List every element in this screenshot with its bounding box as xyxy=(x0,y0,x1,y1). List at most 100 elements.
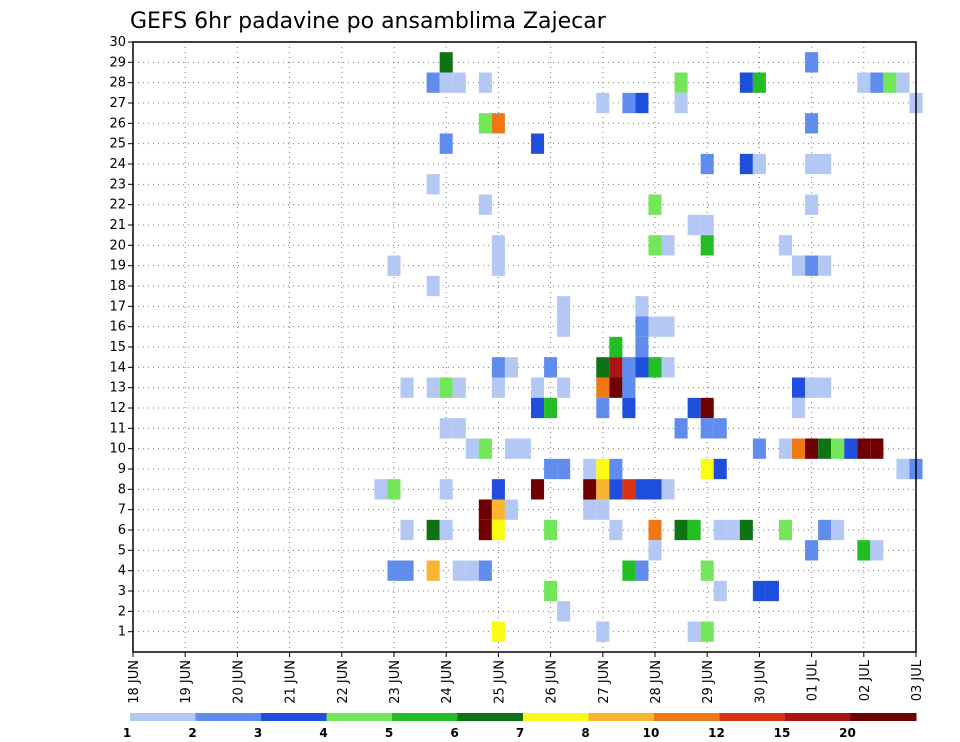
precip-cell xyxy=(870,438,884,459)
precip-cell xyxy=(674,72,688,93)
colorbar-swatch xyxy=(588,713,655,721)
precip-cell xyxy=(387,255,401,276)
y-tick-label: 16 xyxy=(109,320,126,335)
precip-cell xyxy=(674,92,688,114)
precip-cell xyxy=(818,153,832,175)
chart-title: GEFS 6hr padavine po ansamblima Zajecar xyxy=(130,9,607,34)
y-tick-label: 9 xyxy=(118,462,126,477)
x-tick-label: 02 JUL xyxy=(858,659,873,701)
precip-cell xyxy=(622,92,636,114)
precip-cell xyxy=(531,377,545,398)
precip-cell xyxy=(426,174,440,195)
precip-cell xyxy=(491,377,505,398)
precip-cell xyxy=(622,397,636,419)
precip-cell xyxy=(687,621,701,642)
colorbar-label: 5 xyxy=(385,726,393,740)
y-tick-label: 13 xyxy=(109,381,126,396)
precip-cell xyxy=(439,519,453,541)
precip-cell xyxy=(426,560,440,581)
precip-cell xyxy=(622,357,636,378)
precip-cell xyxy=(635,316,649,337)
precip-cell xyxy=(557,296,571,317)
x-tick-label: 26 JUN xyxy=(545,660,560,704)
precip-cell xyxy=(609,377,623,398)
precip-cell xyxy=(583,499,597,520)
precip-cell xyxy=(426,519,440,541)
precip-cell xyxy=(805,113,819,134)
precip-cell xyxy=(896,72,910,93)
precip-cell xyxy=(478,72,492,93)
precip-cell xyxy=(700,560,714,581)
precip-cell xyxy=(478,560,492,581)
precip-cell xyxy=(596,377,610,398)
precip-cell xyxy=(635,560,649,581)
colorbar-label: 2 xyxy=(188,726,196,740)
precip-cell xyxy=(713,580,727,602)
colorbar-swatch xyxy=(392,713,458,721)
y-tick-label: 20 xyxy=(109,238,126,253)
precip-cell xyxy=(635,479,649,500)
precip-cell xyxy=(635,336,649,358)
colorbar-label: 1 xyxy=(123,726,131,740)
precip-cell xyxy=(609,479,623,500)
y-tick-label: 8 xyxy=(118,482,126,497)
precip-cell xyxy=(452,72,466,93)
precip-cell xyxy=(400,560,414,581)
precip-cell xyxy=(504,438,518,459)
precip-cell xyxy=(478,519,492,541)
y-tick-label: 7 xyxy=(118,503,126,518)
precip-cell xyxy=(792,397,806,419)
colorbar-swatch xyxy=(326,713,393,721)
precip-cell xyxy=(857,72,871,93)
precip-cell xyxy=(622,479,636,500)
precip-cell xyxy=(491,113,505,134)
precip-cell xyxy=(583,479,597,500)
colorbar-label: 10 xyxy=(643,726,660,740)
x-tick-label: 03 JUL xyxy=(910,659,925,701)
x-tick-label: 01 JUL xyxy=(806,659,821,701)
precip-cell xyxy=(870,540,884,561)
y-tick-label: 6 xyxy=(118,523,126,538)
colorbar-swatch xyxy=(785,713,851,721)
precip-cell xyxy=(491,621,505,642)
x-tick-label: 27 JUN xyxy=(597,660,612,704)
y-tick-label: 12 xyxy=(109,401,126,416)
precip-cell xyxy=(805,153,819,175)
precip-cell xyxy=(713,418,727,439)
colorbar-swatch xyxy=(457,713,524,721)
precip-cell xyxy=(700,397,714,419)
precip-cell xyxy=(387,560,401,581)
y-tick-label: 2 xyxy=(118,604,126,619)
x-tick-label: 28 JUN xyxy=(649,660,664,704)
x-tick-label: 22 JUN xyxy=(336,660,351,704)
precip-cell xyxy=(596,397,610,419)
precip-cell xyxy=(544,580,558,602)
colorbar-label: 15 xyxy=(774,726,791,740)
precip-cell xyxy=(596,357,610,378)
precip-cell xyxy=(661,357,675,378)
colorbar-label: 6 xyxy=(450,726,458,740)
precip-cell xyxy=(439,72,453,93)
precip-cell xyxy=(635,296,649,317)
precip-cell xyxy=(596,458,610,480)
precip-cell xyxy=(687,397,701,419)
colorbar-label: 3 xyxy=(254,726,262,740)
y-tick-label: 27 xyxy=(109,96,126,111)
precip-cell xyxy=(805,540,819,561)
precip-cell xyxy=(648,235,662,256)
precip-cell xyxy=(818,255,832,276)
precip-cell xyxy=(531,479,545,500)
precip-cell xyxy=(491,357,505,378)
precip-cell xyxy=(648,194,662,215)
y-tick-label: 14 xyxy=(109,360,126,375)
precip-cell xyxy=(478,499,492,520)
precip-cell xyxy=(583,458,597,480)
y-tick-label: 28 xyxy=(109,76,126,91)
precip-cell xyxy=(752,153,766,175)
y-tick-label: 10 xyxy=(109,442,126,457)
precip-cell xyxy=(844,438,858,459)
precip-cell xyxy=(648,357,662,378)
precip-cell xyxy=(805,377,819,398)
precip-cell xyxy=(870,72,884,93)
precip-cell xyxy=(818,377,832,398)
